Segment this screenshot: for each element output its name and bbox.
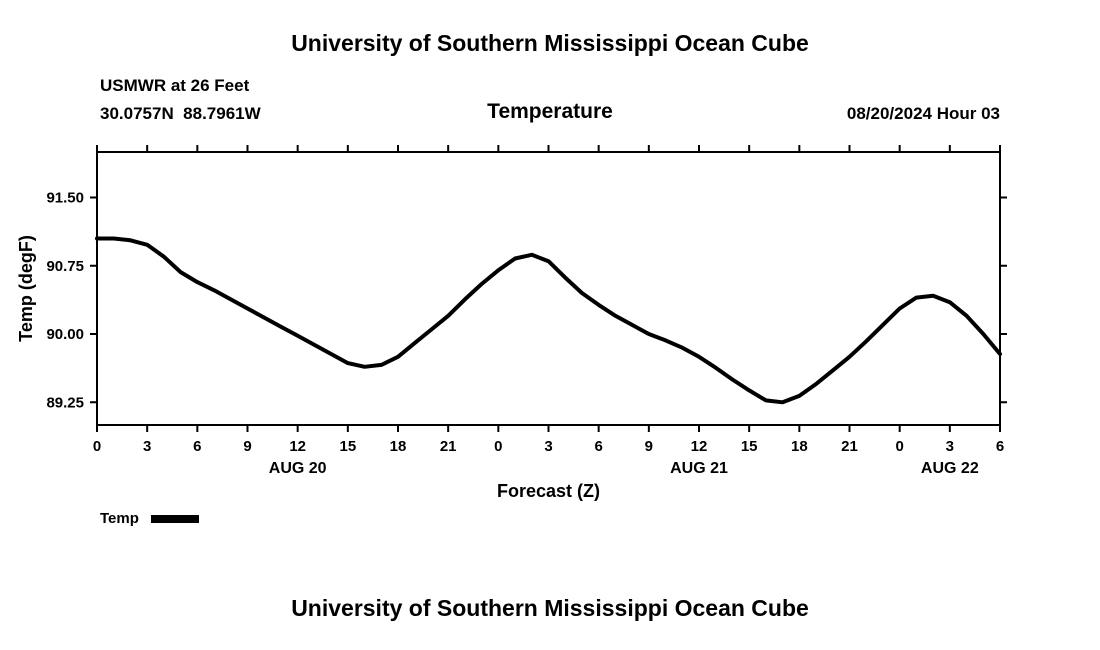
plot-frame	[96, 151, 1001, 426]
x-tick-label: 9	[243, 438, 251, 455]
x-day-label: AUG 22	[921, 460, 979, 477]
y-tick-label: 90.75	[46, 258, 84, 275]
x-day-label: AUG 21	[670, 460, 728, 477]
x-tick-label: 0	[93, 438, 101, 455]
legend-label: Temp	[100, 510, 139, 527]
x-day-label: AUG 20	[269, 460, 327, 477]
x-tick-label: 18	[390, 438, 407, 455]
x-tick-label: 0	[494, 438, 502, 455]
y-tick-label: 91.50	[46, 190, 84, 207]
x-tick-label: 3	[946, 438, 954, 455]
y-axis-title: Temp (degF)	[16, 235, 36, 342]
x-tick-label: 21	[841, 438, 858, 455]
x-tick-label: 6	[193, 438, 201, 455]
x-tick-label: 12	[691, 438, 708, 455]
x-tick-label: 21	[440, 438, 457, 455]
y-tick-label: 90.00	[46, 326, 84, 343]
chart-legend: Temp	[100, 510, 199, 527]
x-tick-label: 3	[143, 438, 151, 455]
x-tick-label: 6	[594, 438, 602, 455]
x-tick-label: 12	[289, 438, 306, 455]
station-coordinates: 30.0757N 88.7961W	[100, 104, 261, 123]
page-title-top: University of Southern Mississippi Ocean…	[291, 30, 809, 56]
station-label: USMWR at 26 Feet	[100, 76, 250, 95]
x-tick-label: 0	[895, 438, 903, 455]
x-tick-label: 3	[544, 438, 552, 455]
x-tick-label: 15	[339, 438, 356, 455]
x-tick-label: 6	[996, 438, 1004, 455]
x-tick-label: 18	[791, 438, 808, 455]
x-tick-label: 9	[645, 438, 653, 455]
temp-series-line	[95, 236, 1002, 405]
page-title-bottom: University of Southern Mississippi Ocean…	[291, 595, 809, 621]
valid-datetime: 08/20/2024 Hour 03	[846, 104, 1000, 123]
x-axis-title: Forecast (Z)	[497, 481, 600, 501]
legend-line-swatch	[150, 514, 199, 523]
temperature-line-chart: 0 3 6 9 12 15 18 21 0 3 6 9 12 15 18 21 0 3 6 89.25 90.00 90.…	[16, 145, 1007, 501]
chart-title: Temperature	[487, 100, 613, 123]
x-tick-label: 15	[741, 438, 758, 455]
y-tick-label: 89.25	[46, 394, 84, 411]
